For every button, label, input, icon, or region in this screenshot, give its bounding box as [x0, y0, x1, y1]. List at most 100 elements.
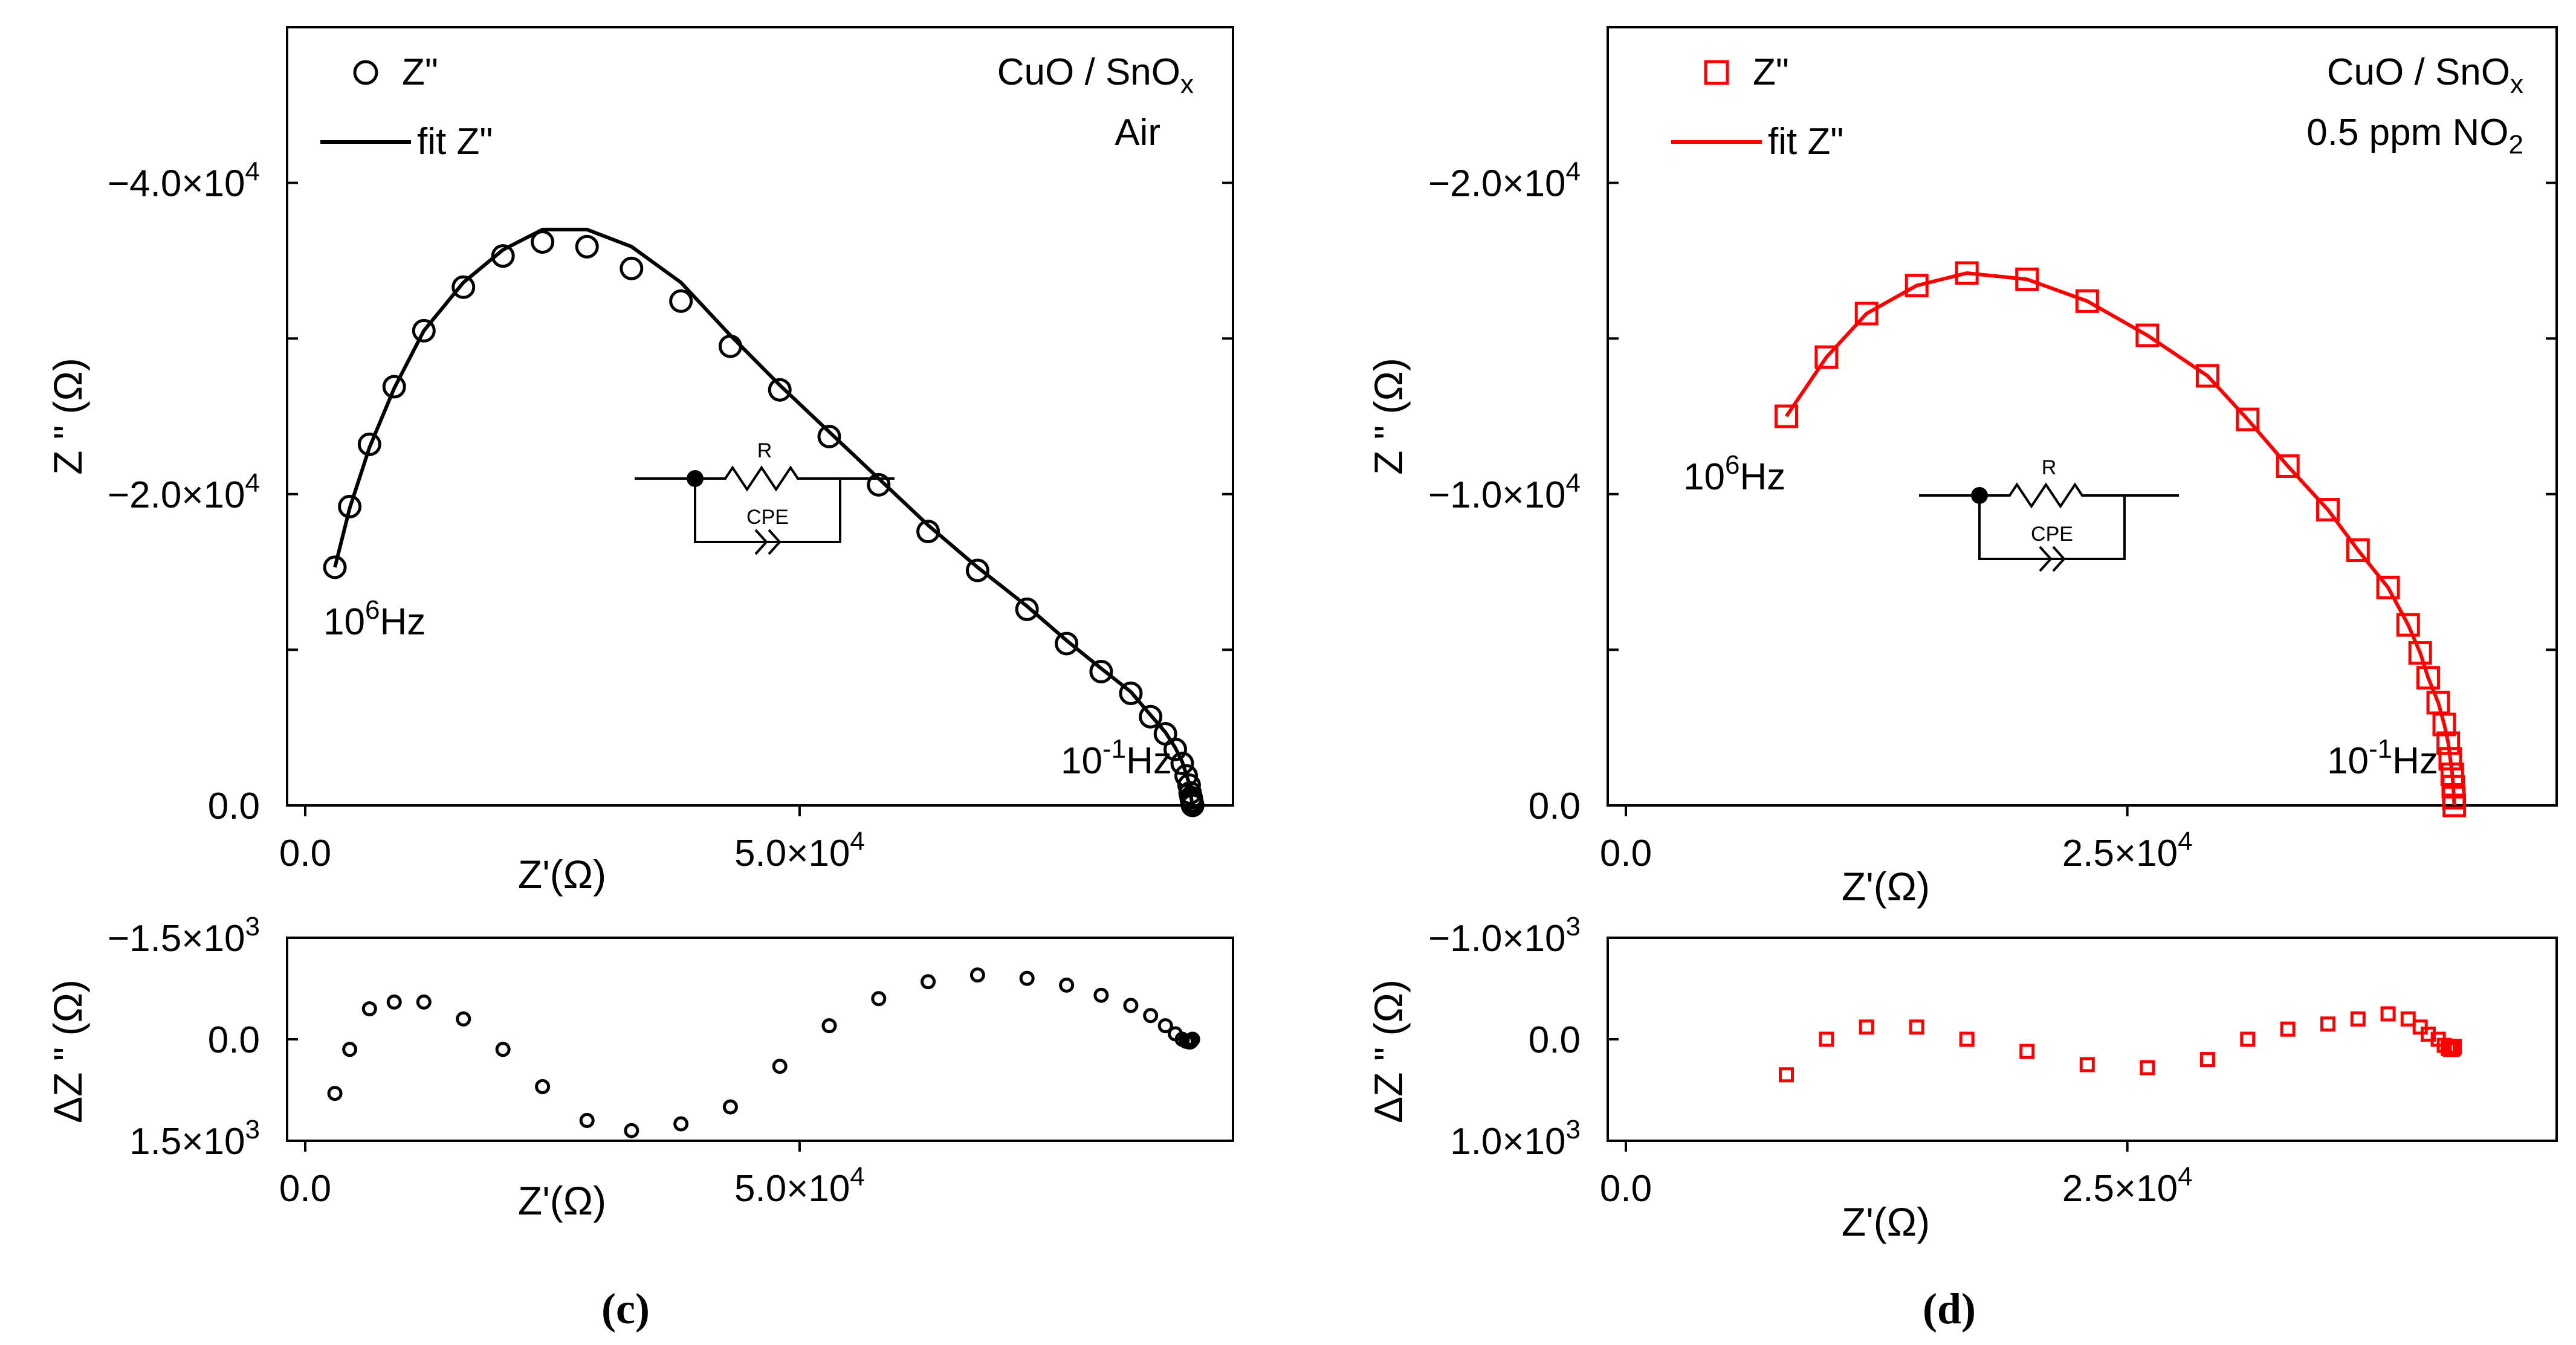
residual-point: [2079, 1057, 2095, 1072]
data-point: [916, 520, 940, 544]
res-y-tick-label: −1.0×103: [1428, 912, 1581, 960]
data-point: [2316, 498, 2340, 522]
data-point: [1174, 764, 1199, 788]
panel-caption: (d): [1923, 1285, 1976, 1333]
data-point: [2408, 641, 2432, 665]
y-tick-label-base: −2.0×10: [108, 474, 245, 516]
resistor-symbol: [695, 465, 840, 492]
res-x-tick-label: 5.0×104: [734, 1162, 865, 1210]
y-tick-label-exp: 4: [245, 468, 260, 498]
data-point: [1163, 737, 1188, 761]
residual-point: [1185, 1031, 1200, 1047]
res-y-tick-label: 1.0×103: [1450, 1115, 1581, 1163]
residual-point: [2280, 1021, 2296, 1037]
fit-line: [1785, 271, 2456, 806]
res-y-tick-label-base: 0.0: [208, 1019, 260, 1061]
y-tick-label: −1.0×104: [1428, 468, 1581, 516]
residual-point: [921, 974, 936, 990]
x-tick-label-base: 2.5×10: [2062, 833, 2178, 874]
data-point: [338, 494, 362, 518]
residual-point: [386, 994, 402, 1010]
res-y-tick-label-exp: 3: [1566, 912, 1581, 941]
res-y-axis-label: ΔZ " (Ω): [45, 979, 90, 1123]
residual-point: [624, 1123, 639, 1138]
y-axis-label: Z " (Ω): [1366, 358, 1411, 475]
data-point: [1814, 345, 1839, 369]
data-point: [323, 555, 347, 579]
y-tick-label-exp: 4: [1566, 157, 1581, 187]
freq-high-unit: Hz: [380, 601, 426, 643]
residual-point: [2350, 1011, 2366, 1027]
legend-label-points: Z": [402, 51, 438, 93]
res-x-tick-label: 0.0: [279, 1168, 331, 1210]
residual-point: [2320, 1016, 2336, 1032]
cpe-label: CPE: [2031, 523, 2073, 546]
res-y-tick-label: 1.5×103: [129, 1115, 260, 1163]
residual-point: [969, 967, 985, 983]
sample-label-exp: x: [1180, 69, 1194, 99]
x-axis-label: Z'(Ω): [518, 852, 606, 897]
data-point: [1055, 631, 1079, 656]
data-point: [718, 334, 742, 358]
data-point: [2075, 289, 2099, 313]
data-point: [2396, 613, 2420, 637]
resistor-label: R: [757, 439, 772, 462]
cpe-symbol: [2039, 546, 2053, 572]
equivalent-circuit: R CPE: [635, 439, 895, 555]
legend-marker: [353, 60, 378, 85]
equivalent-circuit: R CPE: [1919, 456, 2179, 572]
res-y-tick-label-base: −1.0×10: [1428, 918, 1566, 960]
data-point: [1170, 751, 1194, 775]
data-point: [2276, 454, 2300, 478]
data-point: [1854, 302, 1879, 326]
cpe-symbol: [2052, 546, 2066, 572]
freq-low-label: 10-1Hz: [2327, 734, 2438, 782]
freq-high-exp: 6: [365, 595, 380, 625]
data-point: [1139, 705, 1163, 729]
x-tick-label-base: 5.0×10: [734, 833, 850, 874]
res-y-tick-label-exp: 3: [1566, 1115, 1581, 1144]
data-point: [817, 424, 841, 448]
plot-frame: [1607, 937, 2558, 1142]
y-tick-label-exp: 4: [245, 157, 260, 187]
y-tick-label-base: −1.0×10: [1428, 474, 1566, 516]
legend-label-fit: fit Z": [1768, 121, 1843, 163]
res-x-tick-label-exp: 4: [850, 1162, 864, 1192]
data-point: [2135, 323, 2160, 347]
data-point: [575, 234, 599, 259]
y-tick-label: −2.0×104: [108, 468, 260, 516]
panel-caption: (c): [601, 1285, 650, 1333]
data-point: [412, 318, 436, 343]
y-tick-label-base: −2.0×10: [1428, 163, 1566, 205]
res-x-tick-label: 2.5×104: [2062, 1162, 2193, 1210]
x-tick-label-base: 0.0: [1600, 833, 1652, 874]
res-y-tick-label-exp: 3: [245, 1115, 260, 1144]
residual-point: [535, 1079, 551, 1094]
data-point: [867, 473, 891, 497]
gas-label-base: 0.5 ppm NO: [2306, 112, 2508, 153]
gas-label-base: Air: [1115, 112, 1160, 153]
data-point: [2432, 712, 2456, 737]
legend-label-points: Z": [1753, 51, 1789, 93]
data-point: [2436, 731, 2461, 755]
x-tick-label-exp: 4: [850, 827, 864, 856]
y-tick-label-base: 0.0: [208, 785, 260, 827]
residual-point: [871, 991, 887, 1007]
residual-point: [1959, 1031, 1975, 1047]
data-point: [2440, 762, 2464, 786]
freq-low-exp: -1: [1102, 734, 1126, 764]
y-tick-label-base: 0.0: [1529, 785, 1581, 827]
res-y-tick-label-exp: 3: [245, 912, 260, 941]
residual-point: [327, 1086, 343, 1101]
res-x-tick-label: 0.0: [1600, 1168, 1652, 1210]
residual-point: [722, 1099, 738, 1115]
res-y-axis-label: ΔZ " (Ω): [1366, 979, 1411, 1123]
residual-point: [1093, 987, 1109, 1003]
x-tick-label: 0.0: [1600, 833, 1652, 874]
residual-point: [495, 1042, 511, 1057]
y-axis-label: Z " (Ω): [45, 358, 90, 475]
sample-label-exp: x: [2510, 69, 2523, 99]
residual-point: [1819, 1031, 1834, 1047]
x-axis-label: Z'(Ω): [1842, 864, 1930, 909]
